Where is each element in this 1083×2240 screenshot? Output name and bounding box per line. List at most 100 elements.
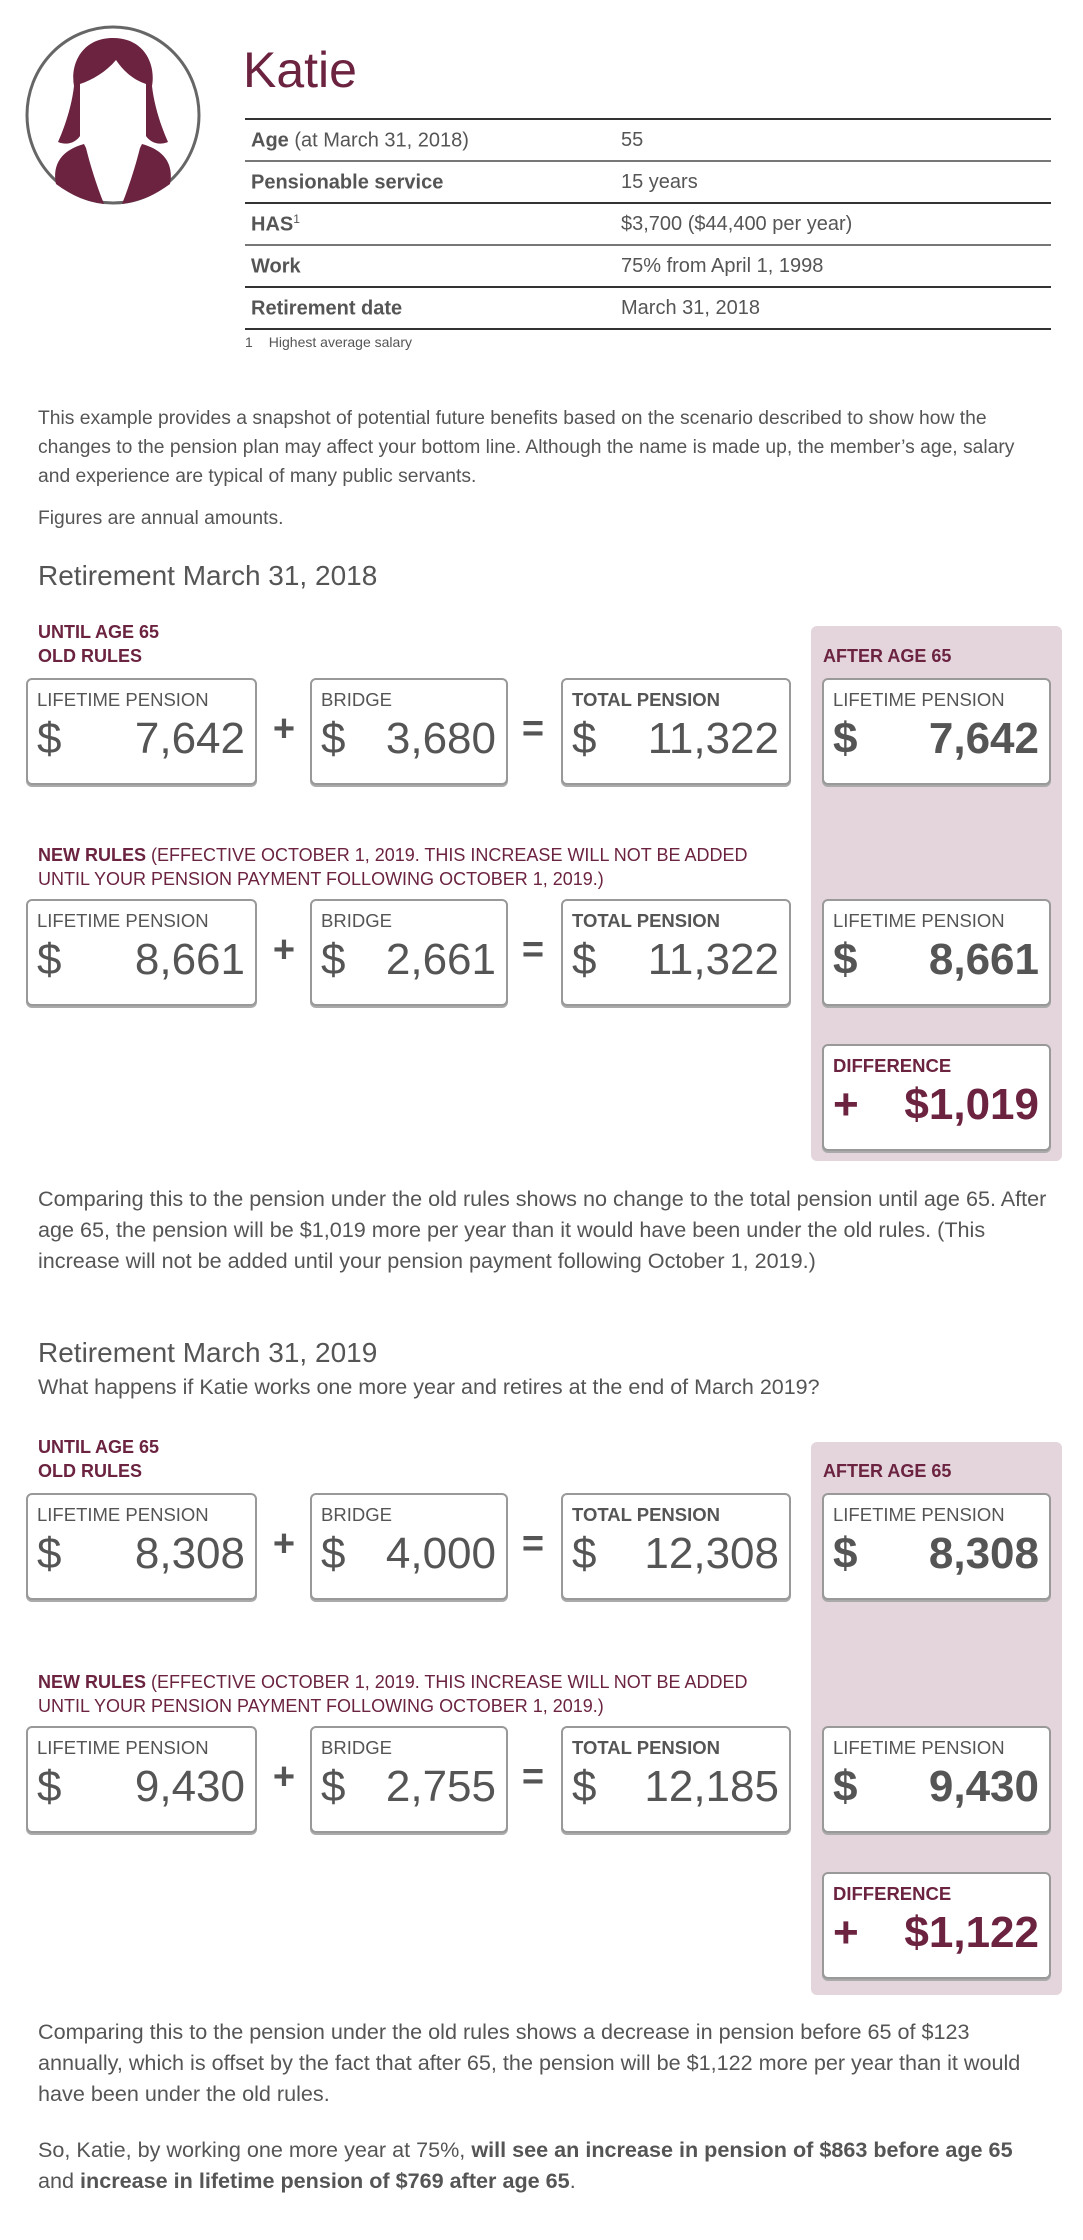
row-value: 75% from April 1, 1998 [621, 254, 824, 277]
old-rules-label: OLD RULES [38, 1461, 143, 1481]
until-65-label: UNTIL AGE 65 [38, 622, 160, 642]
text-segment: Comparing this to the pension under the … [38, 1186, 1047, 1273]
row-label-bold: Work [251, 255, 301, 278]
amount-value: 8,308 [928, 1529, 1039, 1578]
row-value: 55 [621, 128, 644, 151]
plus-sign: + [272, 708, 296, 750]
currency-symbol: $ [37, 714, 62, 763]
new-rules-note: (EFFECTIVE OCTOBER 1, 2019. THIS INCREAS… [38, 845, 748, 889]
box-label: DIFFERENCE [833, 1055, 952, 1076]
new-rules-title: NEW RULES [38, 1672, 146, 1692]
currency-symbol: $ [833, 1529, 858, 1578]
footnote-ref: 1 [293, 211, 300, 226]
member-name: Katie [243, 42, 357, 98]
profile-row: Work 75% from April 1, 1998 [245, 244, 1051, 286]
row-label-bold: HAS [251, 213, 294, 236]
currency-symbol: $ [321, 1762, 346, 1811]
amount-value: 7,642 [928, 714, 1039, 763]
box-label: TOTAL PENSION [572, 910, 721, 931]
amount-value: 9,430 [928, 1762, 1039, 1811]
amount-value: 8,661 [134, 935, 245, 984]
profile-row: HAS1 $3,700 ($44,400 per year) [245, 202, 1051, 244]
amount-value: 2,755 [385, 1762, 496, 1811]
new-rules-note: (EFFECTIVE OCTOBER 1, 2019. THIS INCREAS… [38, 1672, 748, 1716]
currency-symbol: $ [321, 935, 346, 984]
plus-sign: + [272, 1756, 296, 1798]
profile-row: Pensionable service 15 years [245, 160, 1051, 202]
currency-symbol: $ [572, 714, 597, 763]
currency-symbol: $ [572, 1529, 597, 1578]
box-label: BRIDGE [321, 689, 392, 710]
new-lifetime-pension-box: LIFETIME PENSION $ 8,661 [26, 899, 257, 1006]
section-heading: Retirement March 31, 2019 [38, 1337, 378, 1368]
summary-paragraph: Comparing this to the pension under the … [38, 2016, 1048, 2109]
box-label: TOTAL PENSION [572, 689, 721, 710]
amount-value: $1,019 [904, 1080, 1039, 1129]
text-segment: Comparing this to the pension under the … [38, 2019, 1021, 2106]
old-total-pension-box: TOTAL PENSION $ 12,308 [561, 1493, 791, 1600]
box-label: LIFETIME PENSION [37, 1737, 209, 1758]
amount-value: 3,680 [385, 714, 496, 763]
box-label: LIFETIME PENSION [833, 1737, 1005, 1758]
currency-symbol: $ [321, 1529, 346, 1578]
currency-symbol: + [833, 1908, 859, 1957]
text-segment: So, Katie, by working one more year at 7… [38, 2137, 472, 2162]
section-subtitle: What happens if Katie works one more yea… [38, 1375, 820, 1399]
row-label-bold: Pensionable service [251, 171, 444, 194]
row-label: Age (at March 31, 2018) [245, 128, 621, 153]
new-total-pension-box: TOTAL PENSION $ 11,322 [561, 899, 791, 1006]
box-label: BRIDGE [321, 1737, 392, 1758]
until-65-label: UNTIL AGE 65 [38, 1437, 160, 1457]
old-bridge-box: BRIDGE $ 4,000 [310, 1493, 508, 1600]
row-label-bold: Age [251, 129, 289, 152]
currency-symbol: $ [572, 1762, 597, 1811]
amount-value: 7,642 [134, 714, 245, 763]
annual-note: Figures are annual amounts. [38, 508, 284, 529]
box-label: BRIDGE [321, 910, 392, 931]
old-after-65-lifetime-box: LIFETIME PENSION $ 8,308 [822, 1493, 1051, 1600]
plus-sign: + [272, 1523, 296, 1565]
bold-text: increase in lifetime pension of $769 aft… [80, 2168, 570, 2193]
row-label: Pensionable service [245, 170, 621, 195]
new-after-65-lifetime-box: LIFETIME PENSION $ 8,661 [822, 899, 1051, 1006]
currency-symbol: $ [833, 935, 858, 984]
box-label: LIFETIME PENSION [37, 1504, 209, 1525]
currency-symbol: $ [37, 1762, 62, 1811]
old-lifetime-pension-box: LIFETIME PENSION $ 8,308 [26, 1493, 257, 1600]
box-label: TOTAL PENSION [572, 1504, 721, 1525]
old-rules-label: OLD RULES [38, 646, 143, 666]
new-rules-title: NEW RULES [38, 845, 146, 865]
amount-value: 11,322 [647, 714, 779, 763]
currency-symbol: + [833, 1080, 859, 1129]
box-label: LIFETIME PENSION [37, 910, 209, 931]
row-label: HAS1 [245, 212, 621, 237]
currency-symbol: $ [833, 1762, 858, 1811]
currency-symbol: $ [572, 935, 597, 984]
equals-sign: = [521, 929, 545, 971]
box-label: LIFETIME PENSION [833, 689, 1005, 710]
amount-value: $1,122 [904, 1908, 1039, 1957]
footnote: 1 Highest average salary [245, 334, 412, 350]
equals-sign: = [521, 1756, 545, 1798]
intro-paragraph: This example provides a snapshot of pote… [38, 408, 1015, 487]
section-heading: Retirement March 31, 2018 [38, 560, 378, 591]
equals-sign: = [521, 1523, 545, 1565]
new-total-pension-box: TOTAL PENSION $ 12,185 [561, 1726, 791, 1833]
old-after-65-lifetime-box: LIFETIME PENSION $ 7,642 [822, 678, 1051, 785]
summary-paragraph: So, Katie, by working one more year at 7… [38, 2134, 1048, 2196]
row-value: 15 years [621, 170, 698, 193]
text-segment: and [38, 2168, 81, 2193]
profile-row: Retirement date March 31, 2018 [245, 286, 1051, 330]
woman-avatar-icon [25, 25, 201, 205]
row-label: Retirement date [245, 296, 621, 321]
after-65-label: AFTER AGE 65 [823, 646, 952, 666]
plus-sign: + [272, 929, 296, 971]
amount-value: 2,661 [385, 935, 496, 984]
box-label: LIFETIME PENSION [833, 1504, 1005, 1525]
box-label: LIFETIME PENSION [833, 910, 1005, 931]
box-label: LIFETIME PENSION [37, 689, 209, 710]
new-lifetime-pension-box: LIFETIME PENSION $ 9,430 [26, 1726, 257, 1833]
new-rules-label: NEW RULES (EFFECTIVE OCTOBER 1, 2019. TH… [38, 843, 778, 891]
old-total-pension-box: TOTAL PENSION $ 11,322 [561, 678, 791, 785]
box-label: TOTAL PENSION [572, 1737, 721, 1758]
